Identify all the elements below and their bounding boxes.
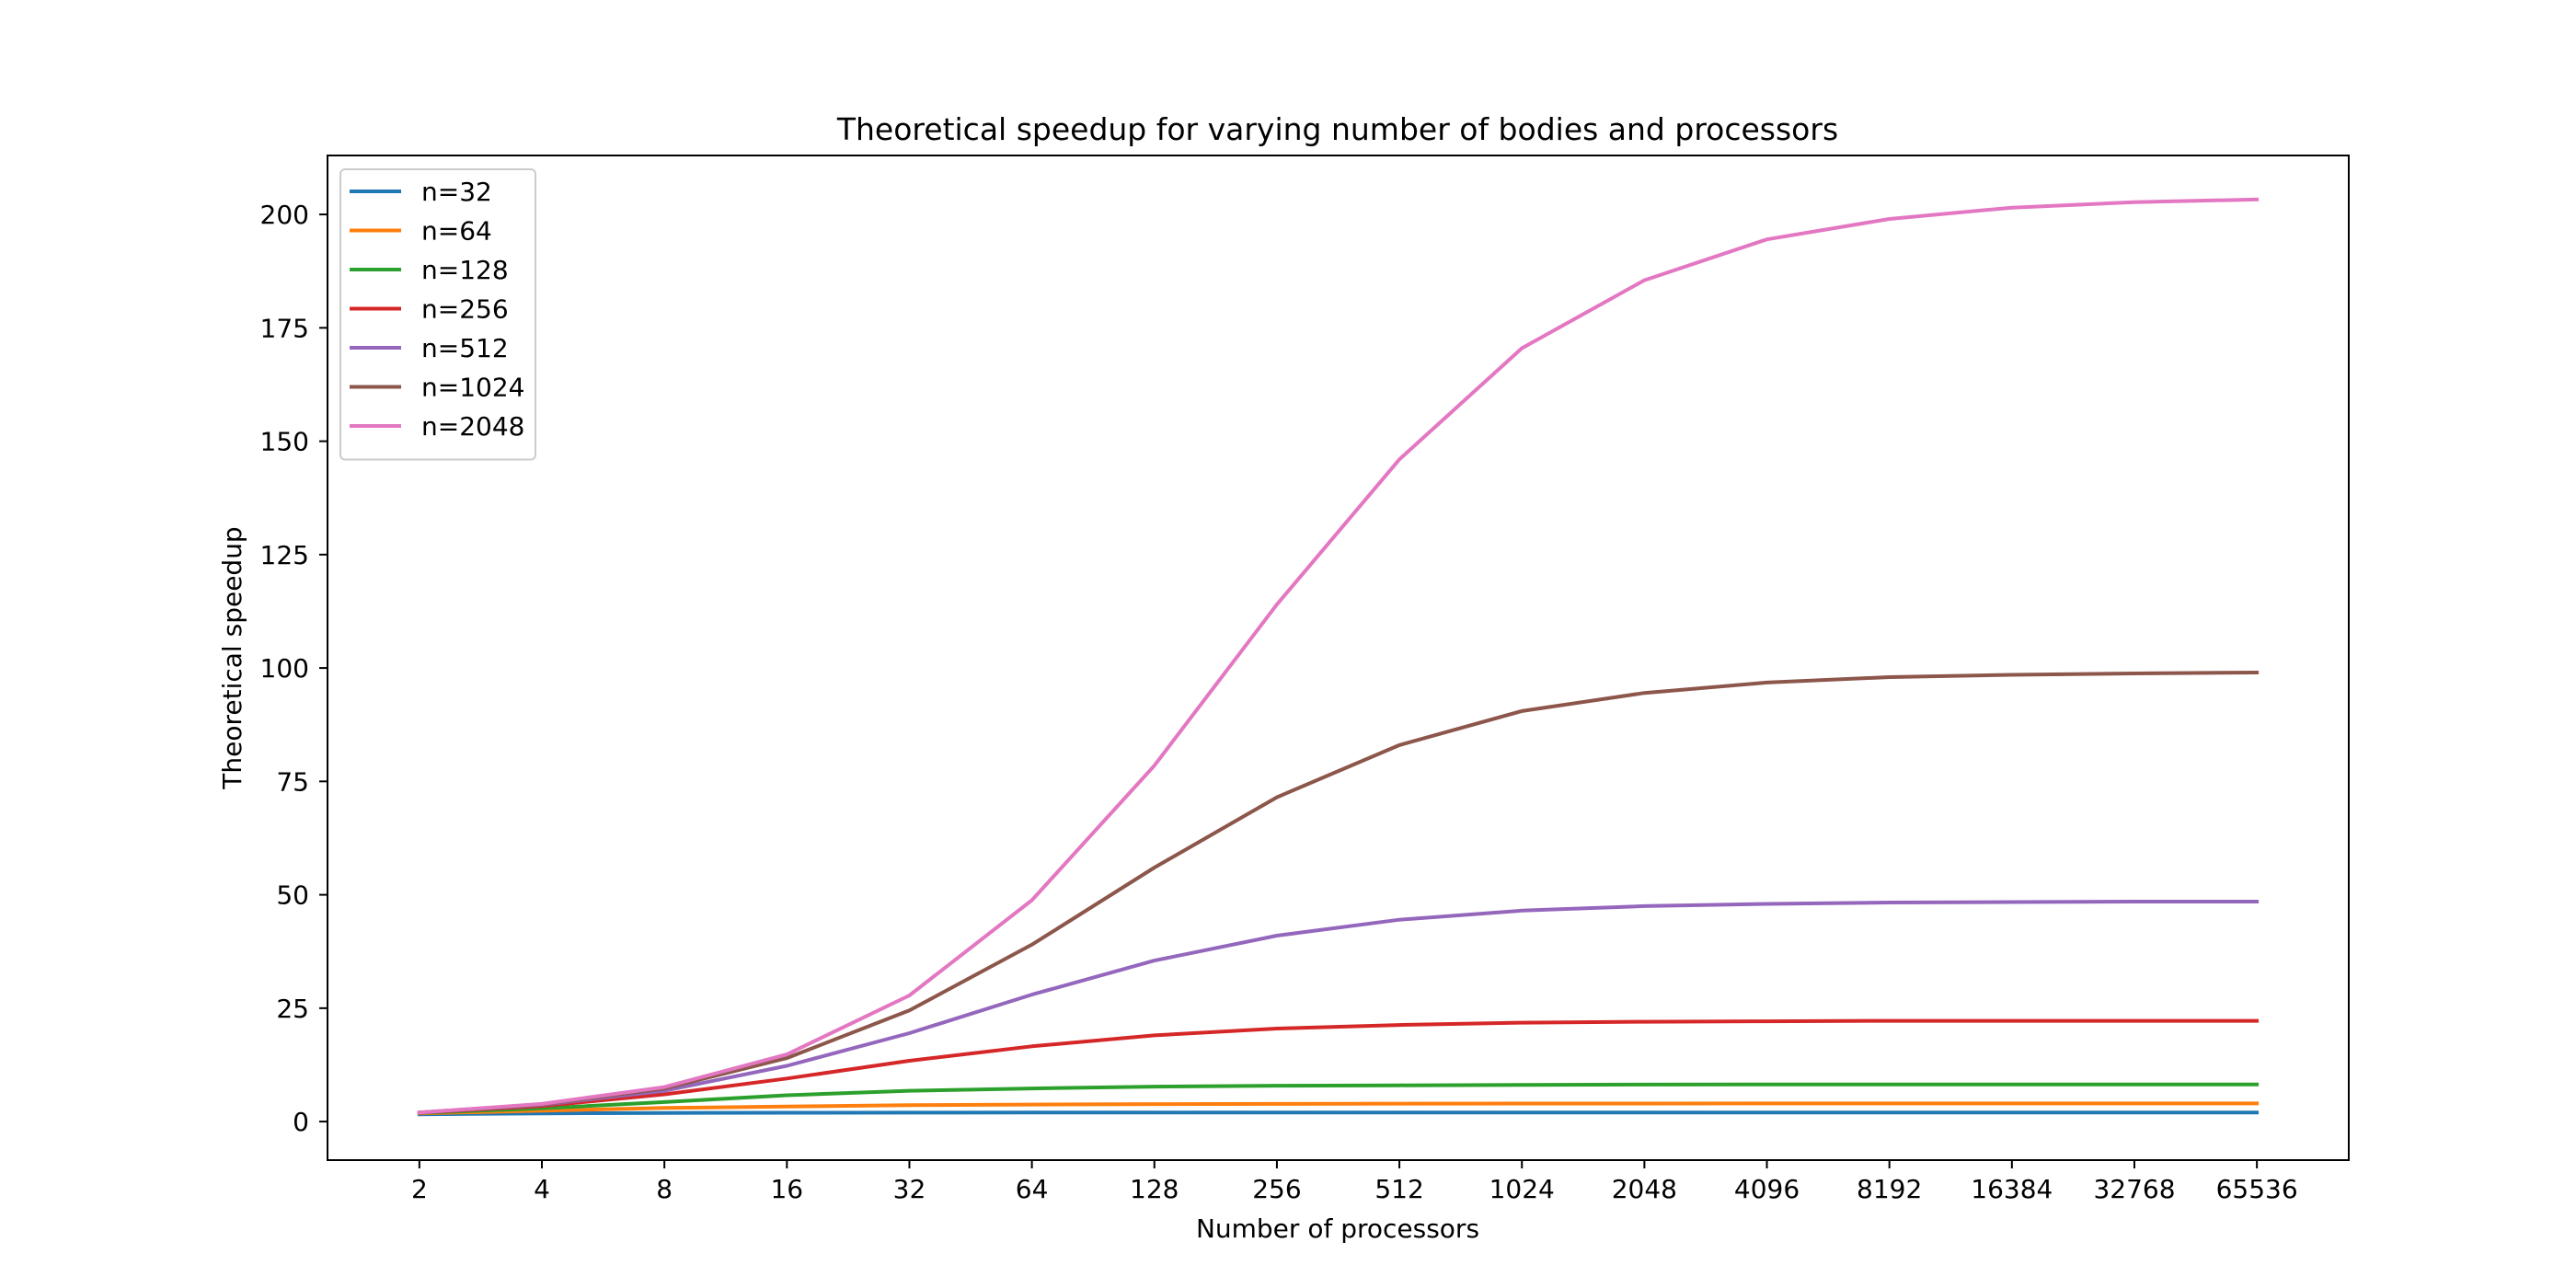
x-tick-label: 2 [411,1174,428,1204]
legend: n=32 n=64 n=128 n=256 n=512 n=1024 n=2048 [339,168,536,461]
x-tick-label: 32 [893,1174,926,1204]
legend-label: n=64 [421,216,492,247]
series-line-n-128 [417,1082,2260,1115]
y-tick-label: 75 [276,766,309,797]
chart-title: Theoretical speedup for varying number o… [836,111,1838,147]
x-tick-label: 65536 [2216,1174,2298,1204]
y-tick-label: 200 [260,200,309,230]
series-line-n-32 [417,1110,2260,1117]
x-tick-label: 512 [1374,1174,1423,1204]
x-tick-label: 8192 [1857,1174,1922,1204]
x-tick-label: 16 [770,1174,803,1204]
legend-label: n=1024 [421,373,524,403]
legend-label: n=32 [421,177,492,207]
y-tick-label: 100 [260,653,309,684]
y-axis: 0 25 50 75 100 125 150 175 200 [260,200,328,1137]
plot-background [328,155,2349,1160]
legend-label: n=128 [421,255,509,285]
series-line-n-512 [417,900,2260,1115]
y-tick-label: 25 [276,994,309,1024]
y-tick-label: 125 [260,540,309,570]
x-tick-label: 64 [1016,1174,1049,1204]
y-tick-label: 175 [260,313,309,343]
series-lines [417,197,2260,1117]
x-axis-label: Number of processors [1196,1213,1479,1244]
x-axis: 2 4 8 16 32 64 128 256 512 1024 2048 4096 8192 16384 3… [411,1160,2298,1204]
legend-label: n=256 [421,294,509,325]
plot-area [327,155,2350,1161]
plot-frame [327,155,2350,1161]
x-tick-label: 4096 [1734,1174,1800,1204]
series-line-n-2048 [417,197,2260,1115]
x-tick-label: 8 [656,1174,673,1204]
y-axis-label: Theoretical speedup [217,526,247,789]
y-tick-label: 150 [260,427,309,457]
x-tick-label: 4 [534,1174,550,1204]
legend-label: n=2048 [421,411,524,442]
x-tick-label: 2048 [1612,1174,1677,1204]
series-line-n-64 [417,1101,2260,1116]
x-tick-label: 256 [1252,1174,1301,1204]
x-tick-label: 128 [1130,1174,1179,1204]
x-tick-label: 1024 [1489,1174,1555,1204]
x-tick-label: 32768 [2093,1174,2175,1204]
y-tick-label: 0 [293,1107,309,1137]
y-tick-label: 50 [276,880,309,911]
series-line-n-1024 [417,670,2260,1115]
legend-label: n=512 [421,333,509,363]
series-line-n-256 [417,1018,2260,1115]
x-tick-label: 16384 [1971,1174,2053,1204]
